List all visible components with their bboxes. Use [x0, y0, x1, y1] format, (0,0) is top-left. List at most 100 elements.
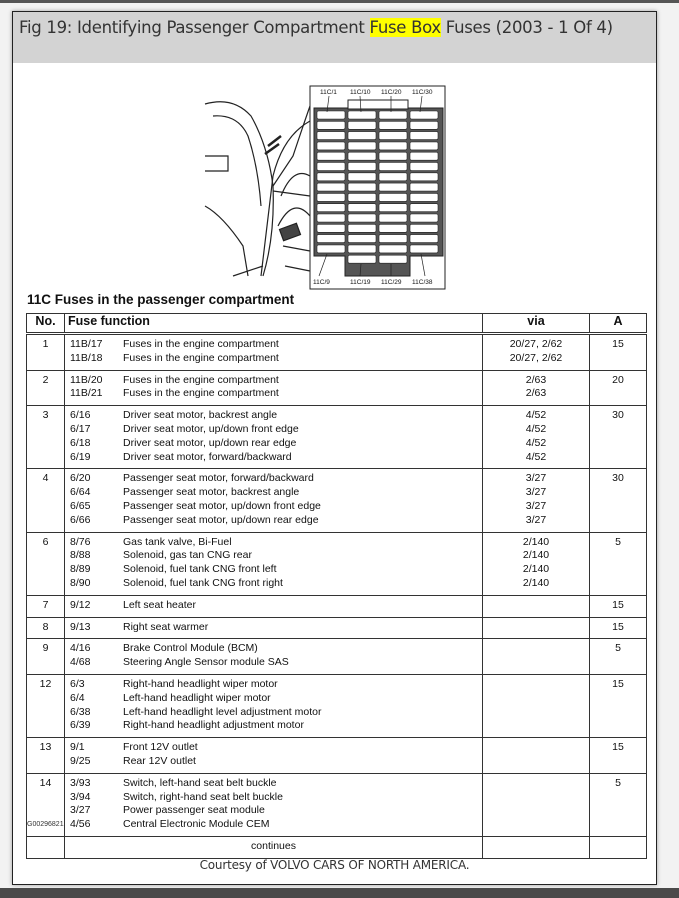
fuse-slot	[316, 120, 346, 130]
table-header-row: No. Fuse function via A	[26, 313, 647, 335]
amperage: 15	[589, 737, 647, 774]
component-code: 8/88	[70, 549, 91, 562]
figure-panel: Fig 19: Identifying Passenger Compartmen…	[12, 11, 657, 885]
leader-line	[420, 253, 426, 277]
figure-title: Fig 19: Identifying Passenger Compartmen…	[19, 18, 613, 37]
component-code: 6/3	[70, 677, 85, 690]
function-line: 9/12 Left seat heater	[65, 599, 482, 613]
via-value	[483, 656, 589, 670]
amperage: 30	[589, 405, 647, 470]
via-value: 4/52	[525, 450, 547, 463]
component-code: 9/1	[70, 741, 85, 754]
via-value: 3/27	[525, 486, 547, 499]
search-highlight: Fuse Box	[369, 18, 441, 37]
fuse-function-cell: 6/16 Driver seat motor, backrest angle 6/1…	[64, 405, 483, 470]
function-line: 6/20 Passenger seat motor, forward/backwa…	[65, 472, 482, 486]
fuse-slot	[347, 120, 377, 130]
component-code: 8/89	[70, 563, 91, 576]
function-description: Central Electronic Module CEM	[123, 818, 270, 831]
via-value	[483, 692, 589, 706]
via-cell	[482, 673, 590, 739]
label-11c-29: 11C/29	[381, 279, 402, 286]
fuse-number: 6	[26, 531, 65, 596]
function-description: Right-hand headlight adjustment motor	[123, 719, 304, 732]
function-description: Driver seat motor, up/down rear edge	[123, 436, 297, 449]
fuse-function-cell: 9/12 Left seat heater	[64, 594, 483, 618]
via-value	[483, 818, 589, 832]
function-description: Left-hand headlight level adjustment mot…	[123, 705, 322, 718]
function-description: Fuses in the engine compartment	[123, 338, 279, 350]
component-code: 3/93	[70, 776, 91, 789]
table-row: 2 11B/20 Fuses in the engine compartment 11…	[26, 369, 647, 407]
function-description: Switch, left-hand seat belt buckle	[123, 776, 277, 789]
table-row: 1 11B/17 Fuses in the engine compartment 11…	[26, 333, 647, 371]
courtesy-credit: Courtesy of VOLVO CARS OF NORTH AMERICA.	[199, 858, 470, 872]
fuse-slot	[347, 234, 377, 243]
function-description: Steering Angle Sensor module SAS	[123, 656, 289, 669]
via-value	[483, 755, 589, 769]
fuse-slot	[378, 244, 408, 254]
figure-header: Fig 19: Identifying Passenger Compartmen…	[13, 12, 656, 63]
via-value: 20/27, 2/62	[509, 338, 563, 350]
function-line: 6/66 Passenger seat motor, up/down rear e…	[65, 514, 482, 528]
via-cell: 4/52 4/52 4/52 4/52	[482, 405, 590, 470]
continues-row: continues	[26, 835, 647, 859]
label-11c-38: 11C/38	[412, 279, 433, 286]
function-line: 6/39 Right-hand headlight adjustment moto…	[65, 719, 482, 733]
fuse-slot	[347, 182, 377, 192]
function-description: Passenger seat motor, backrest angle	[123, 486, 300, 499]
header-via: via	[482, 313, 590, 335]
function-line: 11B/18 Fuses in the engine compartment	[65, 352, 482, 366]
fuse-slot	[347, 224, 377, 233]
fuse-slot	[378, 254, 408, 264]
fuse-function-cell: 6/3 Right-hand headlight wiper motor 6/4 Le…	[64, 673, 483, 739]
via-value: 4/52	[525, 409, 547, 422]
via-cell: 2/63 2/63	[482, 369, 590, 407]
function-line: 4/68 Steering Angle Sensor module SAS	[65, 656, 482, 670]
function-line: 6/17 Driver seat motor, up/down front edg…	[65, 423, 482, 437]
component-code: 11B/18	[70, 351, 103, 364]
figure-id: G00296821	[27, 821, 64, 828]
header-no: No.	[26, 313, 65, 335]
via-value	[483, 719, 589, 733]
function-line: 4/16 Brake Control Module (BCM)	[65, 642, 482, 656]
component-code: 11B/20	[70, 373, 103, 386]
component-code: 4/56	[70, 818, 91, 831]
fuse-number: 8	[26, 616, 65, 640]
function-line: 8/90 Solenoid, fuel tank CNG front right	[65, 577, 482, 591]
fuse-number: 3	[26, 405, 65, 470]
fuse-function-cell: 3/93 Switch, left-hand seat belt buckle 3/…	[64, 772, 483, 837]
fuse-array	[313, 95, 444, 277]
function-line: 11B/21 Fuses in the engine compartment	[65, 387, 482, 401]
amperage: 5	[589, 531, 647, 596]
function-description: Brake Control Module (BCM)	[123, 642, 258, 655]
fuse-slot	[409, 182, 439, 192]
via-value: 3/27	[525, 472, 547, 485]
via-value: 2/140	[522, 563, 550, 576]
function-description: Fuses in the engine compartment	[123, 387, 279, 400]
via-cell	[482, 772, 590, 837]
amperage: 20	[589, 369, 647, 407]
component-code: 8/76	[70, 535, 91, 548]
component-code: 4/68	[70, 656, 91, 669]
component-code: 6/19	[70, 450, 91, 463]
table-row: 6 8/76 Gas tank valve, Bi-Fuel 8/88 Solenoid…	[26, 531, 647, 596]
fuse-function-cell: 9/1 Front 12V outlet 9/25 Rear 12V outlet	[64, 737, 483, 774]
function-line: 6/16 Driver seat motor, backrest angle	[65, 409, 482, 423]
fuse-number: 9	[26, 638, 65, 675]
component-code: 6/16	[70, 409, 91, 422]
function-line: 11B/17 Fuses in the engine compartment	[65, 338, 482, 352]
fuse-slot	[347, 151, 377, 161]
fuse-slot	[409, 224, 439, 233]
fuse-slot	[409, 151, 439, 161]
function-line: 6/18 Driver seat motor, up/down rear edge	[65, 437, 482, 451]
via-value: 2/140	[522, 549, 550, 562]
fuse-slot	[316, 182, 346, 192]
amperage: 15	[589, 616, 647, 640]
table-row: 14 3/93 Switch, left-hand seat belt buckle…	[26, 772, 647, 837]
continues-label: continues	[64, 835, 483, 859]
empty-cell	[589, 835, 647, 859]
function-line: 4/56 Central Electronic Module CEM	[65, 818, 482, 832]
fuse-slot	[409, 110, 439, 120]
via-cell: 3/27 3/27 3/27 3/27	[482, 468, 590, 533]
